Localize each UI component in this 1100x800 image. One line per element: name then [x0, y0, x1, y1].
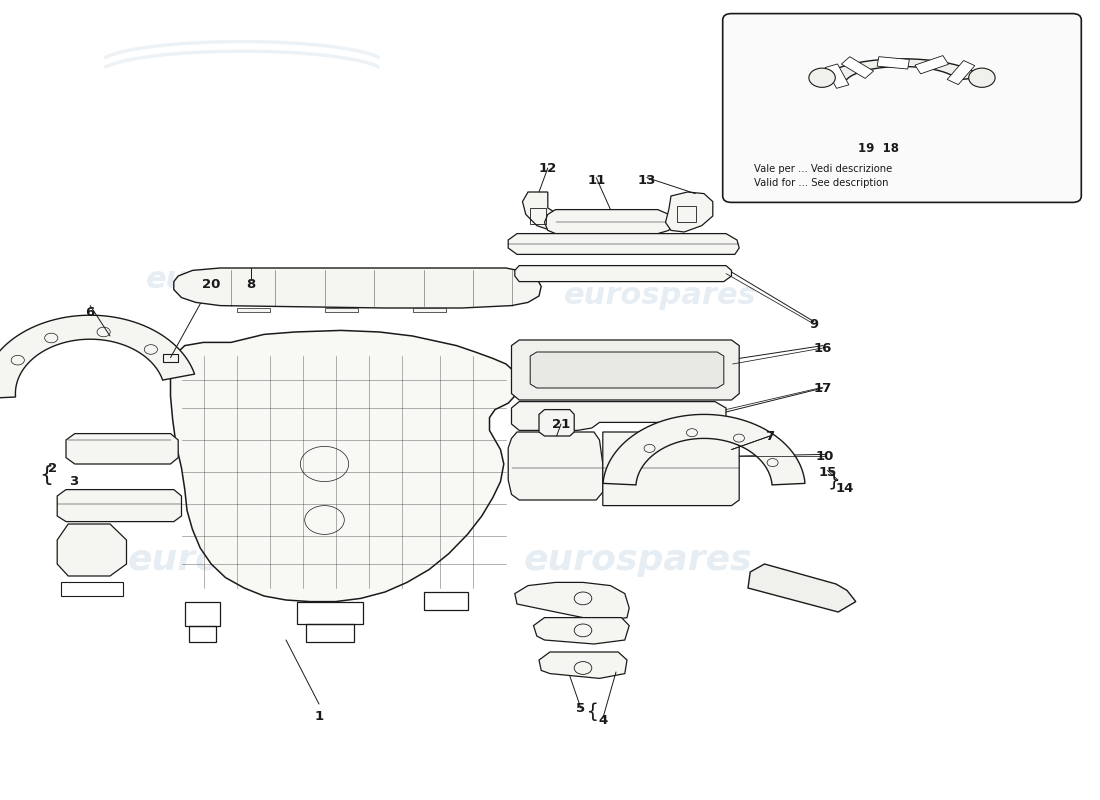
Polygon shape [603, 414, 805, 485]
Bar [676, 206, 696, 222]
Bar [825, 64, 849, 88]
Circle shape [969, 68, 996, 87]
Polygon shape [0, 315, 195, 398]
Polygon shape [539, 652, 627, 678]
Text: 3: 3 [69, 475, 78, 488]
Polygon shape [534, 618, 629, 644]
Polygon shape [666, 192, 713, 232]
Text: eurospares: eurospares [128, 543, 356, 577]
Text: 13: 13 [638, 174, 656, 186]
Polygon shape [57, 524, 126, 576]
Text: eurospares: eurospares [145, 266, 339, 294]
Polygon shape [530, 352, 724, 388]
Circle shape [808, 68, 835, 87]
Polygon shape [515, 582, 629, 620]
Bar [842, 57, 873, 78]
Text: 2: 2 [48, 462, 57, 474]
Bar [530, 208, 546, 224]
Polygon shape [603, 432, 739, 506]
Polygon shape [522, 192, 572, 232]
Polygon shape [539, 410, 574, 436]
Text: 20: 20 [202, 278, 220, 290]
Polygon shape [515, 266, 732, 282]
Polygon shape [544, 210, 673, 234]
Polygon shape [508, 234, 739, 254]
Text: 21: 21 [552, 418, 570, 430]
Bar [915, 55, 948, 74]
Polygon shape [512, 340, 739, 400]
Text: eurospares: eurospares [524, 543, 752, 577]
Polygon shape [748, 564, 856, 612]
Text: 8: 8 [246, 278, 255, 290]
Polygon shape [57, 490, 182, 522]
Polygon shape [174, 268, 541, 308]
Polygon shape [170, 330, 519, 602]
Text: 11: 11 [587, 174, 605, 186]
Text: }: } [827, 470, 840, 490]
Text: Vale per ... Vedi descrizione
Valid for ... See description: Vale per ... Vedi descrizione Valid for … [754, 164, 892, 188]
Polygon shape [324, 308, 358, 312]
Text: 6: 6 [86, 306, 95, 318]
Bar [877, 57, 910, 69]
Text: {: { [40, 465, 53, 485]
Polygon shape [236, 308, 270, 312]
Polygon shape [512, 402, 726, 430]
Polygon shape [822, 59, 982, 80]
Polygon shape [412, 308, 446, 312]
Text: 5: 5 [576, 702, 585, 714]
Text: 14: 14 [836, 482, 854, 494]
Text: 1: 1 [315, 710, 323, 722]
Text: eurospares: eurospares [563, 282, 757, 310]
Text: 12: 12 [539, 162, 557, 174]
Text: 7: 7 [766, 430, 774, 442]
Text: 17: 17 [814, 382, 832, 394]
Polygon shape [508, 432, 603, 500]
FancyBboxPatch shape [723, 14, 1081, 202]
Text: }: } [582, 700, 595, 719]
Polygon shape [66, 434, 178, 464]
Text: 19  18: 19 18 [858, 142, 899, 154]
Text: 9: 9 [810, 318, 818, 330]
Text: 4: 4 [598, 714, 607, 726]
Text: 16: 16 [814, 342, 832, 354]
Text: 10: 10 [816, 450, 834, 462]
Bar [947, 61, 975, 85]
Text: 15: 15 [818, 466, 836, 478]
